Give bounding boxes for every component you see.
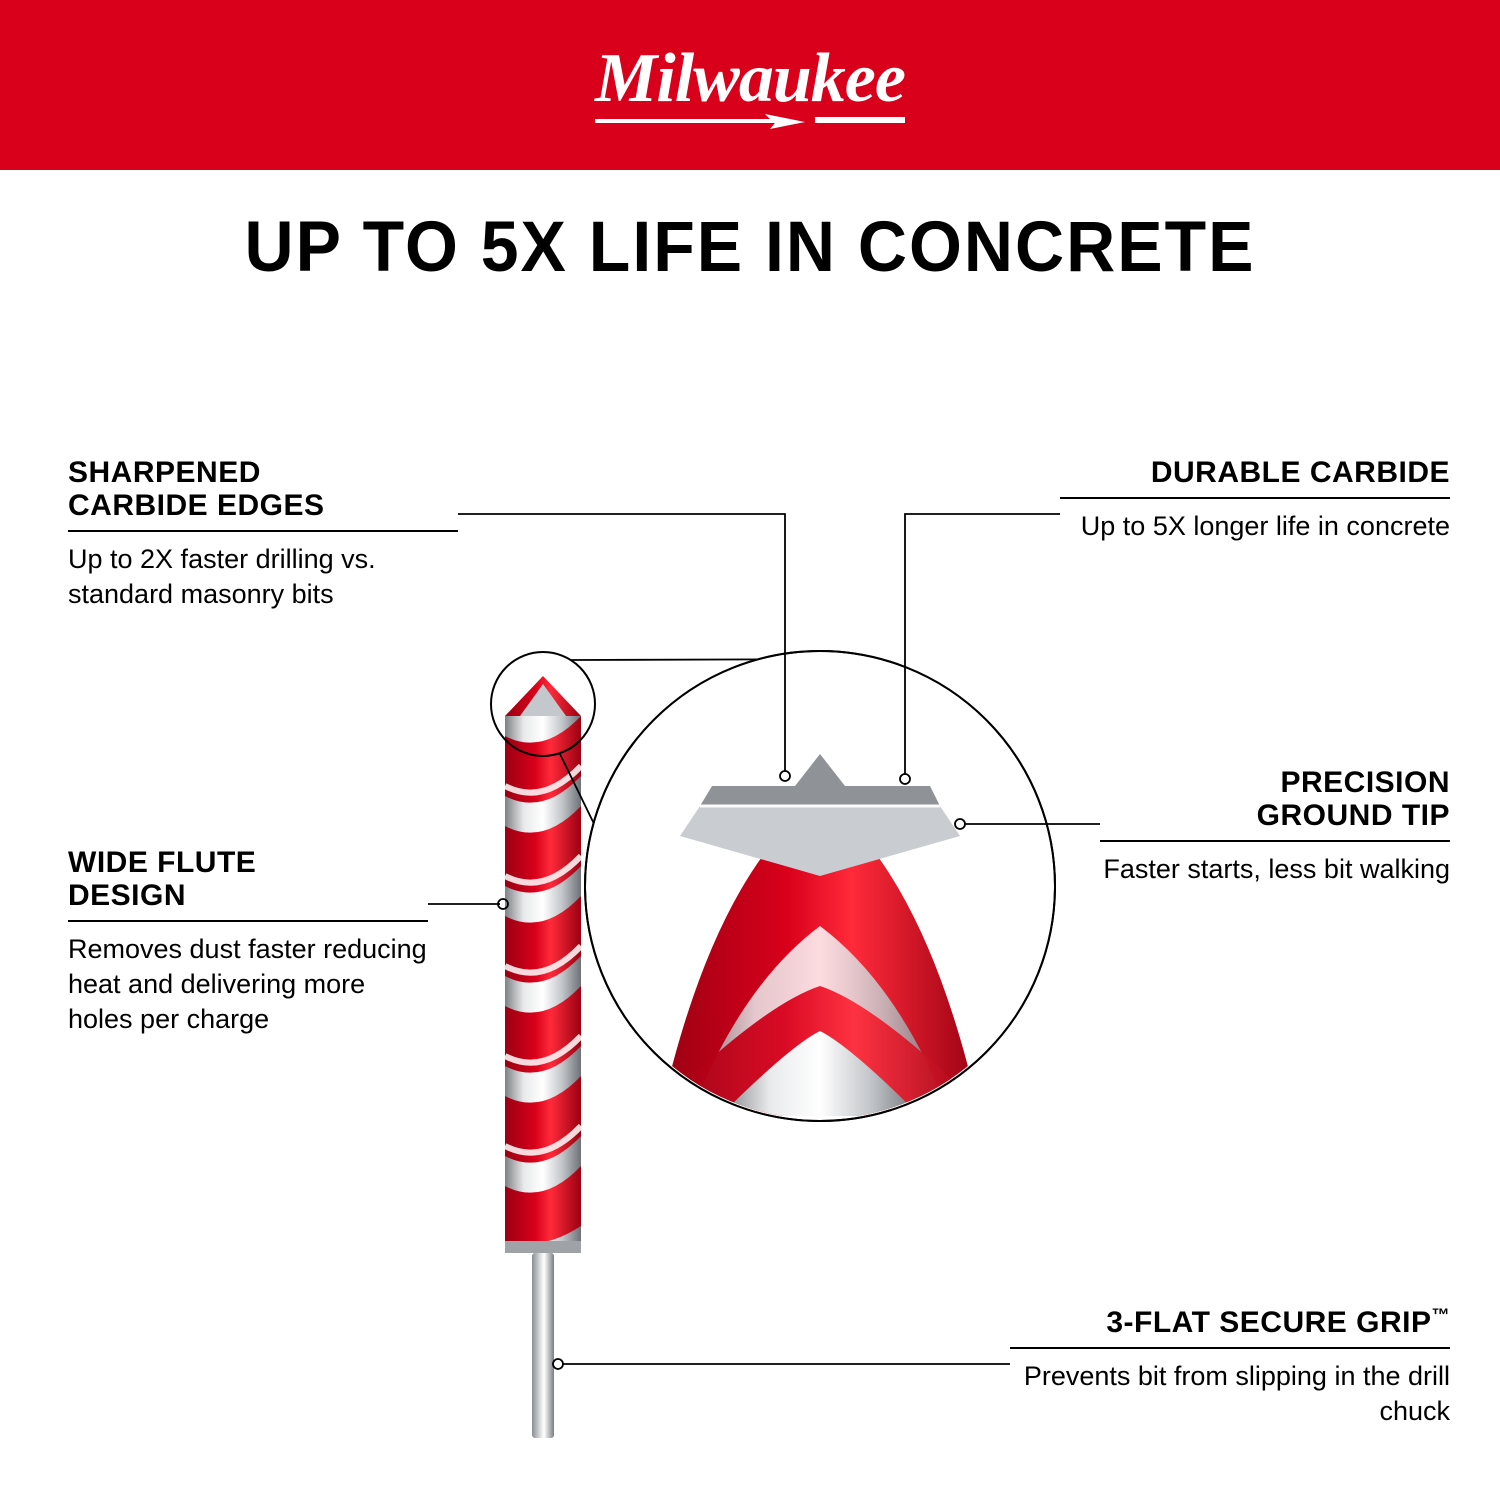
product-diagram: SHARPENEDCARBIDE EDGES Up to 2X faster d…: [0, 286, 1500, 1466]
callout-title: 3-FLAT SECURE GRIP™: [1010, 1306, 1450, 1339]
drill-bit-icon: [505, 676, 581, 1438]
callout-rule: [68, 920, 428, 922]
leader-securegrip: [553, 1359, 1010, 1369]
callout-desc: Up to 2X faster drilling vs. standard ma…: [68, 542, 458, 612]
callout-title: WIDE FLUTEDESIGN: [68, 846, 428, 912]
callout-precision-tip: PRECISIONGROUND TIP Faster starts, less …: [1100, 766, 1450, 887]
brand-logo: Milwaukee: [590, 39, 910, 131]
callout-wide-flute: WIDE FLUTEDESIGN Removes dust faster red…: [68, 846, 428, 1037]
callout-title: PRECISIONGROUND TIP: [1100, 766, 1450, 832]
leader-durable: [900, 514, 1060, 784]
callout-desc: Faster starts, less bit walking: [1100, 852, 1450, 887]
leader-sharpened: [458, 514, 790, 781]
callout-desc: Removes dust faster reducing heat and de…: [68, 932, 428, 1037]
callout-desc: Prevents bit from slipping in the drill …: [1010, 1359, 1450, 1429]
magnifier-circle-icon: [585, 651, 1055, 1121]
callout-rule: [1010, 1347, 1450, 1349]
callout-secure-grip: 3-FLAT SECURE GRIP™ Prevents bit from sl…: [1010, 1306, 1450, 1429]
leader-precision: [955, 819, 1100, 829]
brand-logo-bolt-icon: [590, 111, 910, 131]
callout-rule: [1060, 497, 1450, 499]
callout-durable-carbide: DURABLE CARBIDE Up to 5X longer life in …: [1060, 456, 1450, 544]
main-headline: UP TO 5X LIFE IN CONCRETE: [0, 206, 1500, 288]
callout-title: DURABLE CARBIDE: [1060, 456, 1450, 489]
callout-desc: Up to 5X longer life in concrete: [1060, 509, 1450, 544]
brand-header-band: Milwaukee: [0, 0, 1500, 170]
callout-title: SHARPENEDCARBIDE EDGES: [68, 456, 458, 522]
tip-marker-circle-icon: [491, 652, 595, 756]
callout-rule: [68, 530, 458, 532]
brand-logo-text: Milwaukee: [595, 39, 905, 119]
callout-rule: [1100, 840, 1450, 842]
callout-sharpened-carbide: SHARPENEDCARBIDE EDGES Up to 2X faster d…: [68, 456, 458, 612]
leader-wideflute: [428, 899, 508, 909]
magnified-tip-icon: [650, 754, 990, 1116]
